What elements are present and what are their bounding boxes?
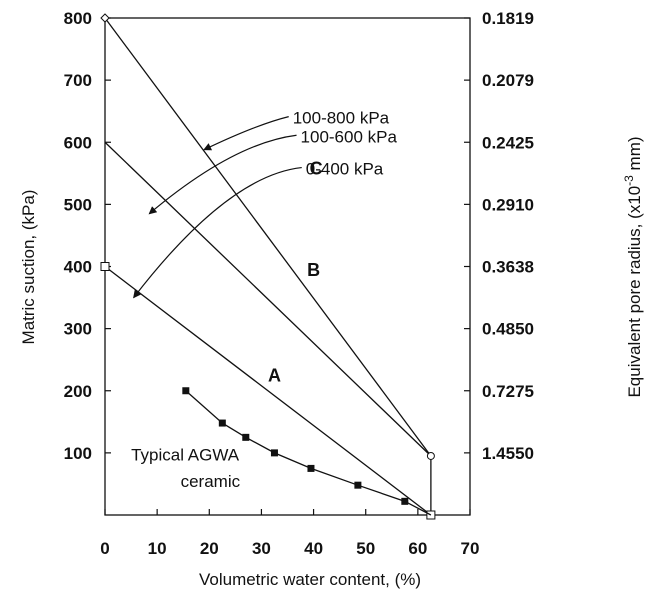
y-tick-label: 100 xyxy=(64,444,92,463)
y-tick-label: 600 xyxy=(64,133,92,152)
y2-tick-label: 0.1819 xyxy=(482,9,534,28)
y-tick-label: 800 xyxy=(64,9,92,28)
y2-tick-label: 1.4550 xyxy=(482,444,534,463)
ceramic-series-line xyxy=(185,390,432,516)
x-tick-label: 40 xyxy=(304,539,323,558)
annotation-arrow xyxy=(133,166,302,299)
filled-square-marker xyxy=(218,419,226,427)
chart-point-labels: A B C xyxy=(268,159,323,386)
filled-square-marker xyxy=(270,449,278,457)
y2-axis-title-tail: mm) xyxy=(625,136,644,175)
curve-a xyxy=(104,265,432,516)
chart-lines xyxy=(100,13,436,520)
y-tick-label: 500 xyxy=(64,195,92,214)
filled-square-marker xyxy=(354,481,362,489)
convergence-point-marker xyxy=(426,451,435,460)
diamond-marker xyxy=(100,13,110,23)
annotation-text: 0-400 kPa xyxy=(306,160,384,179)
annotation-text: 100-600 kPa xyxy=(301,127,398,146)
y-tick-label: 700 xyxy=(64,71,92,90)
curve-b xyxy=(104,141,432,457)
y2-axis-title-main: Equivalent pore radius, (x10 xyxy=(625,186,644,398)
filled-square-marker xyxy=(182,387,190,395)
open-square-marker xyxy=(100,262,110,271)
filled-square-marker xyxy=(307,464,315,472)
x-axis-title: Volumetric water content, (%) xyxy=(199,570,421,589)
annotation-text: ceramic xyxy=(181,472,241,491)
y2-tick-label: 0.4850 xyxy=(482,320,534,339)
y2-tick-label: 0.3638 xyxy=(482,258,534,277)
curve-label-c: C xyxy=(310,159,323,179)
filled-square-marker xyxy=(242,433,250,441)
y2-tick-label: 0.7275 xyxy=(482,382,534,401)
x-tick-label: 30 xyxy=(252,539,271,558)
x-tick-label: 60 xyxy=(408,539,427,558)
x-tick-label: 10 xyxy=(148,539,167,558)
annotation-arrow xyxy=(148,134,297,215)
y2-axis-title: Equivalent pore radius, (x10-3 mm) xyxy=(622,136,644,397)
y-tick-label: 200 xyxy=(64,382,92,401)
chart-series xyxy=(182,387,432,516)
x-tick-label: 70 xyxy=(461,539,480,558)
curve-c xyxy=(104,17,432,457)
axis-ticks: 0 10 20 30 40 50 60 70 100 200 300 400 500 600 700 800 0… xyxy=(64,9,534,558)
x-tick-label: 50 xyxy=(356,539,375,558)
y-axis-title: Matric suction, (kPa) xyxy=(19,190,38,345)
annotation-text: Typical AGWA xyxy=(131,445,240,464)
y-tick-label: 300 xyxy=(64,320,92,339)
y2-tick-label: 0.2425 xyxy=(482,133,534,152)
annotation-text: 100-800 kPa xyxy=(293,109,390,128)
curve-label-a: A xyxy=(268,365,281,385)
curve-label-b: B xyxy=(307,260,320,280)
x-tick-label: 20 xyxy=(200,539,219,558)
y2-axis-title-exponent: -3 xyxy=(622,175,636,186)
filled-square-marker xyxy=(401,497,409,505)
y-tick-label: 400 xyxy=(64,258,92,277)
x-tick-label: 0 xyxy=(100,539,109,558)
y2-tick-label: 0.2910 xyxy=(482,195,534,214)
annotation-arrow xyxy=(203,116,289,151)
y2-tick-label: 0.2079 xyxy=(482,71,534,90)
